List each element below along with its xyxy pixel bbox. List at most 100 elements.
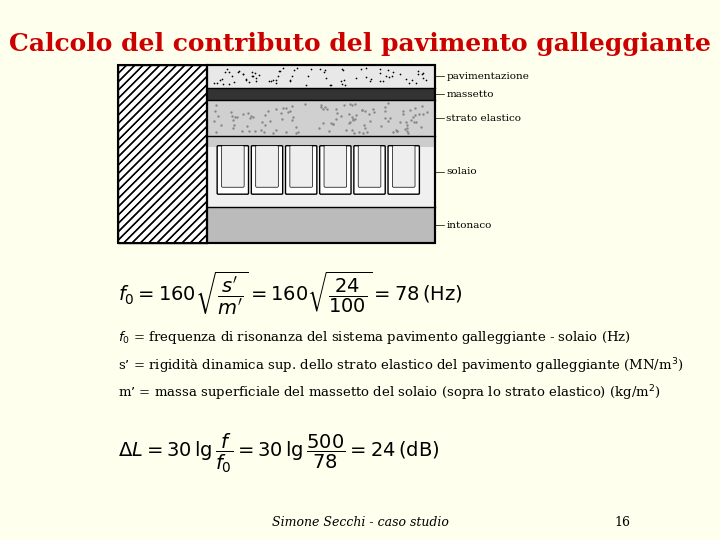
Point xyxy=(276,115,288,124)
Point xyxy=(336,80,348,89)
Point xyxy=(382,117,394,125)
Point xyxy=(346,112,357,121)
Point xyxy=(274,66,286,75)
Point xyxy=(384,113,395,122)
Point xyxy=(417,73,428,82)
Point xyxy=(346,100,358,109)
Point xyxy=(359,106,370,115)
Point xyxy=(364,77,376,85)
Point xyxy=(360,72,372,81)
Point xyxy=(223,80,235,89)
Point xyxy=(287,116,298,125)
Text: $\Delta L = 30\,\mathrm{lg}\,\dfrac{f}{f_0} = 30\,\mathrm{lg}\,\dfrac{500}{78} =: $\Delta L = 30\,\mathrm{lg}\,\dfrac{f}{f… xyxy=(118,432,439,475)
Point xyxy=(215,120,227,129)
Text: $f_0 = 160\sqrt{\dfrac{s'}{m'}} = 160\sqrt{\dfrac{24}{100}} = 78\,(\mathrm{Hz})$: $f_0 = 160\sqrt{\dfrac{s'}{m'}} = 160\sq… xyxy=(118,270,463,317)
Point xyxy=(318,68,330,76)
Point xyxy=(270,76,282,84)
Text: $f_0$ = frequenza di risonanza del sistema pavimento galleggiante - solaio (Hz): $f_0$ = frequenza di risonanza del siste… xyxy=(118,329,631,346)
Text: Calcolo del contributo del pavimento galleggiante: Calcolo del contributo del pavimento gal… xyxy=(9,32,711,56)
Point xyxy=(360,63,372,72)
Point xyxy=(401,124,413,132)
Point xyxy=(209,107,220,116)
Point xyxy=(233,66,245,75)
Point xyxy=(300,100,311,109)
Point xyxy=(387,68,399,76)
Point xyxy=(376,122,387,130)
Point xyxy=(260,111,271,119)
Point xyxy=(313,124,325,133)
Point xyxy=(277,64,289,72)
Text: m’ = massa superficiale del massetto del solaio (sopra lo strato elastico) (kg/m: m’ = massa superficiale del massetto del… xyxy=(118,383,661,403)
Point xyxy=(410,110,421,119)
Point xyxy=(266,77,277,85)
Point xyxy=(402,129,413,137)
Point xyxy=(365,75,377,84)
Point xyxy=(338,100,350,109)
Bar xyxy=(118,65,207,243)
Point xyxy=(395,70,406,78)
Point xyxy=(350,99,361,108)
Point xyxy=(348,114,359,123)
Bar xyxy=(207,136,435,207)
Point xyxy=(335,111,346,120)
Bar xyxy=(207,100,435,136)
Point xyxy=(242,122,253,130)
Point xyxy=(359,124,371,132)
FancyBboxPatch shape xyxy=(256,146,279,187)
Point xyxy=(237,70,248,78)
Point xyxy=(231,113,243,122)
Text: 16: 16 xyxy=(615,516,631,529)
Text: massetto: massetto xyxy=(446,90,494,99)
Point xyxy=(305,65,317,73)
Bar xyxy=(118,65,207,243)
Point xyxy=(221,64,233,73)
Point xyxy=(358,129,369,137)
Point xyxy=(367,105,379,113)
Point xyxy=(286,72,297,80)
Point xyxy=(413,110,425,118)
Point xyxy=(273,72,284,80)
Point xyxy=(387,128,399,137)
Point xyxy=(420,76,432,85)
Text: pavimentazione: pavimentazione xyxy=(446,72,529,81)
Point xyxy=(240,75,252,84)
Point xyxy=(374,65,385,73)
Point xyxy=(413,66,424,75)
Text: solaio: solaio xyxy=(446,167,477,176)
Point xyxy=(256,118,267,127)
Point xyxy=(382,65,393,74)
Point xyxy=(284,77,296,85)
Point xyxy=(320,66,331,75)
Point xyxy=(327,119,338,128)
Point xyxy=(217,79,228,88)
Point xyxy=(339,80,351,89)
Point xyxy=(246,68,258,76)
Point xyxy=(318,104,329,113)
Point xyxy=(354,128,365,137)
Point xyxy=(226,112,238,120)
Point xyxy=(404,79,415,87)
Point xyxy=(271,126,282,134)
Point xyxy=(395,118,406,126)
Point xyxy=(413,70,424,78)
Point xyxy=(332,109,343,118)
Point xyxy=(237,126,248,135)
Point xyxy=(391,126,402,135)
FancyBboxPatch shape xyxy=(392,146,415,187)
Point xyxy=(355,65,366,74)
Point xyxy=(418,110,429,118)
Point xyxy=(381,72,392,80)
Point xyxy=(416,102,428,110)
Text: s’ = rigidità dinamica sup. dello strato elastico del pavimento galleggiante (MN: s’ = rigidità dinamica sup. dello strato… xyxy=(118,356,683,376)
Point xyxy=(210,100,222,109)
Point xyxy=(268,129,279,137)
Point xyxy=(386,72,397,81)
Point xyxy=(264,117,276,126)
Point xyxy=(323,126,334,135)
Point xyxy=(324,80,336,89)
Point xyxy=(247,72,258,80)
Point xyxy=(369,108,380,117)
Point xyxy=(229,112,240,121)
Point xyxy=(288,66,300,75)
Point xyxy=(238,70,249,79)
